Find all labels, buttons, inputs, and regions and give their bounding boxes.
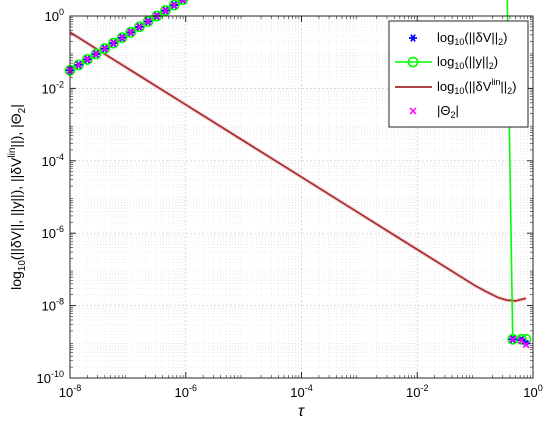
legend-label-series-2: log10(||y||2) bbox=[437, 54, 498, 71]
series-4-point bbox=[144, 17, 152, 25]
y-tick-label-0: 10-10 bbox=[37, 369, 64, 386]
series-2-point bbox=[125, 26, 137, 38]
legend-samples bbox=[395, 34, 432, 115]
series-4-point bbox=[170, 1, 178, 9]
series-2-point bbox=[116, 32, 128, 44]
x-tick-label-4: 100 bbox=[523, 383, 542, 400]
x-tick-label-3: 10-2 bbox=[406, 383, 428, 400]
series-4-point bbox=[522, 341, 530, 349]
series-4-point bbox=[83, 55, 91, 63]
series-2-point bbox=[99, 43, 111, 54]
x-tick-label-2: 10-4 bbox=[290, 383, 312, 400]
y-label-sup: lin bbox=[7, 148, 18, 158]
legend: log10(||δV||2) log10(||y||2) log10(||δVl… bbox=[388, 20, 529, 128]
x-tick-label-0: 10-8 bbox=[59, 383, 81, 400]
series-4-point bbox=[509, 335, 517, 343]
legend-label-series-3: log10(||δVlin||2) bbox=[437, 77, 517, 96]
y-tick-label-4: 10-2 bbox=[42, 79, 64, 96]
series-2-point bbox=[516, 333, 527, 345]
series-4-point bbox=[135, 23, 143, 31]
y-label-sub2: 2 bbox=[17, 107, 28, 113]
legend-label-series-1: log10(||δV||2) bbox=[437, 30, 507, 47]
series-4-point bbox=[92, 50, 100, 58]
y-axis-label: log10(||δV||, ||y||), ||δVlin||), |Θ2| bbox=[7, 104, 28, 290]
series-4-point bbox=[75, 61, 83, 69]
series-2-point bbox=[81, 54, 93, 65]
series-4-point bbox=[101, 45, 109, 53]
series-2-point bbox=[73, 59, 85, 71]
legend-label-series-4: |Θ2| bbox=[437, 103, 459, 120]
series-4-point bbox=[127, 28, 135, 36]
series-2-point bbox=[108, 37, 119, 49]
series-3-line bbox=[69, 31, 527, 302]
legend-sample-series-2 bbox=[407, 56, 419, 68]
axis-ticks bbox=[69, 15, 534, 379]
tick-labels: 10-8 10-6 10-4 10-2 10010-1010-810-610-410-2… bbox=[37, 7, 543, 400]
series-4-point bbox=[161, 7, 170, 15]
y-label-sub: 10 bbox=[17, 260, 28, 272]
legend-sample-series-4 bbox=[409, 107, 417, 115]
series-2-point bbox=[177, 0, 189, 6]
y-label-tail: ||), |Θ bbox=[8, 113, 24, 147]
series-4-point bbox=[179, 0, 187, 4]
y-label-end: | bbox=[8, 104, 24, 108]
legend-sample-series-1 bbox=[409, 34, 417, 42]
series-2-point bbox=[90, 48, 102, 60]
y-label-body: (||δV||, ||y||), ||δV bbox=[8, 157, 24, 260]
y-tick-label-1: 10-8 bbox=[42, 297, 64, 314]
y-tick-label-3: 10-4 bbox=[42, 152, 64, 169]
y-tick-label-2: 10-6 bbox=[42, 224, 64, 241]
series-4-point bbox=[118, 34, 126, 42]
x-tick-label-1: 10-6 bbox=[175, 383, 197, 400]
series-2-point bbox=[160, 5, 171, 16]
series-2-point bbox=[134, 21, 145, 33]
series-2-point bbox=[142, 16, 154, 27]
x-axis-label: τ bbox=[298, 403, 305, 420]
y-tick-label-5: 100 bbox=[45, 7, 64, 24]
series-2-point bbox=[168, 0, 180, 11]
y-label-base: log bbox=[8, 271, 24, 290]
series-4-point bbox=[109, 39, 117, 47]
